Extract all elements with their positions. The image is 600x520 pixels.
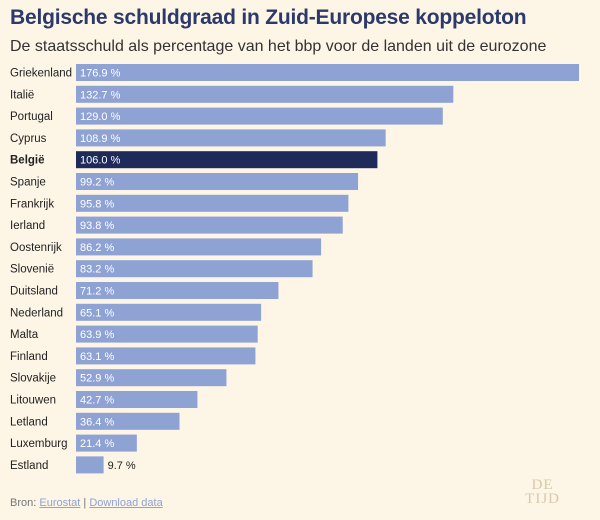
value-label: 63.1 % [80, 351, 114, 363]
logo-bottom-text: TIJD [525, 491, 560, 507]
value-label: 95.8 % [80, 198, 114, 210]
value-label: 9.7 % [108, 460, 136, 472]
category-label: Italië [10, 89, 34, 101]
category-label: Cyprus [10, 133, 47, 145]
bar-row: Oostenrijk 86.2 % [10, 238, 322, 256]
bar-row: Luxemburg 21.4 % [10, 434, 137, 452]
value-label: 21.4 % [80, 438, 114, 450]
footer-separator: | [83, 497, 87, 509]
bar-row: Cyprus 108.9 % [10, 129, 386, 147]
bar [76, 391, 198, 408]
bar-row: Portugal 129.0 % [10, 107, 443, 125]
bar-row: Duitsland 71.2 % [10, 282, 279, 299]
bar [76, 412, 180, 430]
download-data-link[interactable]: Download data [89, 497, 163, 509]
category-label: Nederland [10, 307, 63, 319]
bar [76, 64, 579, 81]
value-label: 99.2 % [80, 177, 114, 189]
bar-row: Ierland 93.8 % [10, 216, 343, 234]
bar [76, 347, 256, 365]
source-link[interactable]: Eurostat [39, 497, 81, 509]
bar-row: Slovakije 52.9 % [10, 369, 227, 387]
bar-row: België 106.0 % [10, 151, 378, 169]
value-label: 86.2 % [80, 242, 114, 254]
value-label: 176.9 % [80, 68, 121, 80]
category-label: Finland [10, 351, 48, 363]
bar [76, 85, 454, 103]
logo-top-text: DE [531, 477, 554, 493]
value-label: 106.0 % [80, 155, 121, 167]
value-label: 42.7 % [80, 395, 114, 407]
category-label: Litouwen [10, 395, 56, 407]
category-label: Oostenrijk [10, 242, 62, 254]
bar [76, 434, 137, 452]
category-label: Frankrijk [10, 198, 54, 210]
category-label: Ierland [10, 220, 45, 232]
value-label: 52.9 % [80, 373, 114, 385]
bar [76, 216, 343, 234]
bar-row: Griekenland 176.9 % [10, 64, 579, 81]
bar-row: Slovenië 83.2 % [10, 260, 313, 278]
bar-row: Malta 63.9 % [10, 325, 258, 343]
category-label: Estland [10, 460, 48, 472]
bar [76, 129, 386, 147]
category-label: België [10, 155, 45, 167]
category-label: Portugal [10, 111, 53, 123]
source-label: Bron: [10, 497, 37, 509]
category-label: Spanje [10, 177, 46, 189]
category-label: Griekenland [10, 68, 72, 80]
bar [76, 238, 322, 256]
value-label: 93.8 % [80, 220, 114, 232]
chart-title: Belgische schuldgraad in Zuid-Europese k… [10, 6, 527, 29]
value-label: 129.0 % [80, 111, 121, 123]
bar-row: Spanje 99.2 % [10, 173, 359, 190]
bar [76, 369, 227, 387]
chart-subtitle: De staatsschuld als percentage van het b… [10, 38, 547, 55]
value-label: 132.7 % [80, 89, 121, 101]
bar-row: Letland 36.4 % [10, 412, 180, 430]
bar [76, 107, 443, 125]
bar [76, 260, 313, 278]
value-label: 63.9 % [80, 329, 114, 341]
bar [76, 303, 262, 321]
value-label: 65.1 % [80, 307, 114, 319]
bar [76, 325, 258, 343]
bar-row: Litouwen 42.7 % [10, 391, 198, 408]
bar-row: Finland 63.1 % [10, 347, 256, 365]
bar [76, 173, 359, 190]
category-label: Letland [10, 416, 48, 428]
bar-row: Frankrijk 95.8 % [10, 194, 349, 212]
value-label: 83.2 % [80, 264, 114, 276]
bar [76, 456, 104, 474]
value-label: 108.9 % [80, 133, 121, 145]
bar-chart: Griekenland 176.9 % Italië 132.7 % Portugal 1… [10, 64, 579, 474]
bar [76, 194, 349, 212]
footer: Bron: Eurostat | Download data [10, 497, 163, 509]
bar-row: Nederland 65.1 % [10, 303, 262, 321]
bar-row: Estland 9.7 % [10, 456, 136, 474]
de-tijd-logo: DE TIJD [525, 477, 560, 507]
value-label: 71.2 % [80, 286, 114, 298]
bar [76, 151, 378, 169]
category-label: Duitsland [10, 286, 58, 298]
category-label: Luxemburg [10, 438, 68, 450]
bar-row: Italië 132.7 % [10, 85, 454, 103]
category-label: Slovenië [10, 264, 54, 276]
category-label: Slovakije [10, 373, 56, 385]
bar [76, 282, 279, 299]
category-label: Malta [10, 329, 39, 341]
value-label: 36.4 % [80, 416, 114, 428]
